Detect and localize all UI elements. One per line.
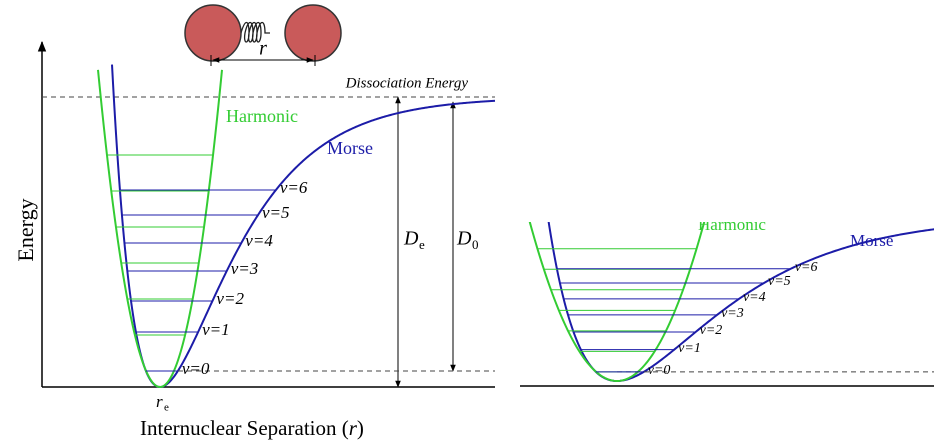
level-label: v=0 <box>648 363 671 378</box>
harmonic-curve <box>97 69 223 389</box>
right-panel: v=0 v=1 v=2 v=3v=4v=5 v=6 Harmonic Morse <box>528 215 934 383</box>
level-label: v=5 <box>768 274 791 289</box>
level-label: v=3 <box>721 306 744 321</box>
level-label: v=4 <box>743 290 766 305</box>
level-label: v=4 <box>245 231 273 250</box>
level-label: v=6 <box>280 178 308 197</box>
level-label: v=1 <box>678 341 701 356</box>
molecule: r <box>184 4 342 66</box>
level-label: v=6 <box>795 260 818 275</box>
harmonic-label: Harmonic <box>698 215 766 234</box>
x-axis-label-close: ) <box>357 416 364 440</box>
level-label: v=3 <box>231 259 259 278</box>
d0-subscript: 0 <box>472 237 479 252</box>
atom <box>184 4 242 62</box>
morse-label: Morse <box>850 231 893 250</box>
de-subscript: e <box>419 237 425 252</box>
distance-label: r <box>259 38 267 60</box>
x-axis-label-text: Internuclear Separation ( <box>140 416 349 440</box>
level-label: v=2 <box>216 289 244 308</box>
dissociation-label: Dissociation Energy <box>345 75 469 91</box>
morse-curve <box>111 64 496 389</box>
de-symbol: D <box>403 228 419 250</box>
level-label: v=0 <box>182 359 210 378</box>
y-axis-label: Energy <box>13 198 38 261</box>
level-label: v=1 <box>202 320 230 339</box>
left-panel: v=0 v=1 v=2 v=3 v=4 v=5 v=6 Harmonic Morse <box>97 64 496 389</box>
x-axis-label-variable: r <box>349 416 358 440</box>
morse-label: Morse <box>327 138 373 158</box>
harmonic-label: Harmonic <box>226 106 298 126</box>
re-subscript: e <box>164 402 169 414</box>
level-label: v=2 <box>700 323 723 338</box>
x-axis-label: Internuclear Separation (r) <box>140 416 364 440</box>
spring <box>240 21 270 43</box>
level-label: v=5 <box>262 203 290 222</box>
atom <box>284 4 342 62</box>
d0-symbol: D <box>456 228 472 250</box>
harmonic-curve <box>528 222 706 383</box>
re-symbol: r <box>156 392 163 411</box>
